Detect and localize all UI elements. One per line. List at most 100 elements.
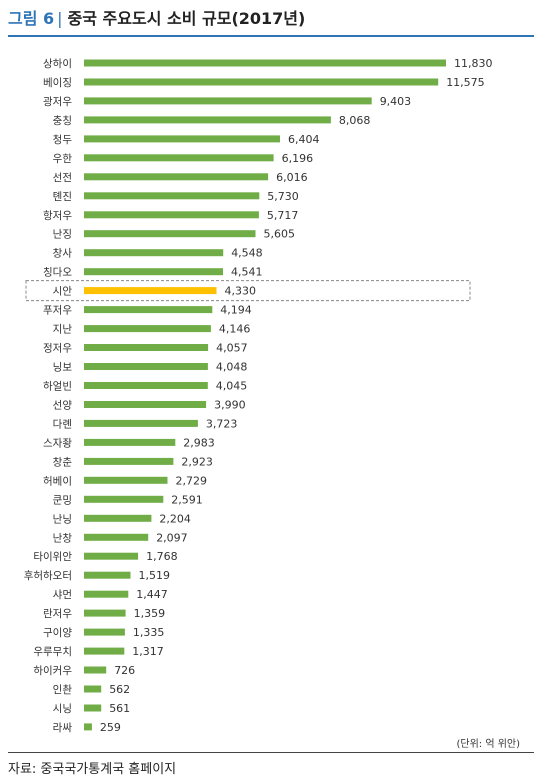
value-label: 9,403 [380,95,412,108]
bar [84,628,125,636]
value-label: 4,057 [216,342,248,355]
unit-note: (단위: 억 위안) [456,739,520,750]
bar [84,571,131,579]
value-label: 5,717 [267,209,299,222]
category-label: 창사 [53,248,73,260]
bar [84,401,207,408]
footer-rule [8,752,534,753]
bar [84,268,223,276]
value-label: 6,016 [276,171,308,184]
value-label: 726 [114,664,135,677]
bar [84,173,269,181]
value-label: 2,983 [183,436,215,449]
bar [84,325,211,333]
value-label: 6,196 [282,152,314,165]
bar [84,457,174,465]
bar [84,59,446,67]
category-label: 톈진 [53,191,72,203]
category-label: 광저우 [43,96,72,108]
category-label: 난닝 [53,513,72,525]
bar [84,514,152,522]
source-note: 자료: 중국국가통계국 홈페이지 [8,762,177,777]
bar [84,419,198,427]
category-label: 충칭 [53,115,72,127]
category-label: 타이위안 [33,550,72,563]
category-label: 창춘 [53,456,73,468]
bar [84,438,176,446]
bar [84,116,331,124]
bar [84,647,125,655]
value-label: 1,447 [136,588,168,601]
bar [84,344,209,351]
category-label: 푸저우 [43,305,72,317]
bar [84,230,256,238]
bar [84,192,260,200]
value-label: 5,605 [264,228,296,241]
value-label: 1,317 [132,645,164,658]
category-label: 상하이 [43,57,72,70]
value-label: 259 [100,721,121,734]
bar [84,211,259,219]
value-label: 1,359 [134,607,166,620]
category-label: 난창 [53,532,73,544]
bar [84,135,280,143]
value-label: 2,729 [176,474,208,487]
bar [84,723,92,731]
value-label: 11,830 [454,57,493,70]
figure-title-text: 중국 주요도시 소비 규모(2017년) [67,9,306,28]
bar [84,154,274,162]
value-label: 1,519 [139,569,171,582]
category-label: 우한 [53,153,73,165]
value-label: 2,097 [156,531,188,544]
bar [84,78,439,86]
value-label: 8,068 [339,114,371,127]
bar [84,97,372,105]
category-label: 샤먼 [53,589,72,601]
category-label: 허베이 [43,475,72,487]
value-label: 1,335 [133,626,165,639]
category-label: 다롄 [53,418,72,430]
figure-number: 그림 6 [8,9,55,28]
bar [84,704,102,712]
value-label: 561 [109,702,130,715]
category-label: 난징 [53,229,72,241]
category-label: 우루무치 [33,646,72,658]
bar [84,382,208,389]
category-label: 후허하오터 [24,569,72,582]
category-label: 구이양 [43,627,72,639]
bar [84,590,129,598]
category-label: 청두 [53,134,73,146]
category-label: 라싸 [53,722,73,734]
category-label: 시닝 [53,703,72,715]
bar [84,306,213,314]
bar [84,666,107,674]
category-label: 선양 [53,400,73,412]
title-rule [8,35,534,37]
value-label: 5,730 [267,190,299,203]
value-label: 3,723 [206,417,238,430]
bar [84,533,149,541]
category-label: 닝보 [53,362,73,374]
bar [84,287,217,295]
value-label: 4,146 [219,323,251,336]
category-label: 칭다오 [43,267,72,279]
category-label: 하이커우 [33,664,72,677]
value-label: 4,048 [216,361,248,374]
value-label: 4,194 [220,304,252,317]
category-label: 쿤밍 [53,494,72,506]
value-label: 4,548 [231,247,263,260]
category-label: 하얼빈 [43,380,72,393]
highlight-box [25,280,471,302]
category-label: 정저우 [43,343,72,355]
figure-title: 그림 6 | 중국 주요도시 소비 규모(2017년) [8,6,305,32]
value-label: 4,541 [231,266,263,279]
value-label: 2,591 [171,493,203,506]
bar [84,476,168,484]
category-label: 선전 [53,172,72,184]
value-label: 562 [109,683,130,696]
value-label: 1,768 [146,550,178,563]
value-label: 6,404 [288,133,320,146]
value-label: 4,330 [225,285,257,298]
category-label: 항저우 [43,210,72,222]
